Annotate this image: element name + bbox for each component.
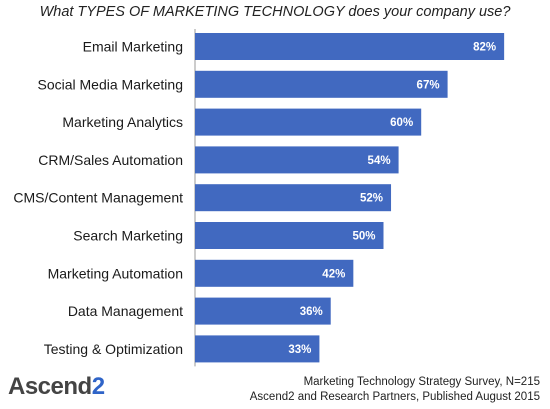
value-label-testing-optimization: 33% xyxy=(288,344,311,356)
bar-crm-sales-automation xyxy=(195,146,399,174)
value-label-data-management: 36% xyxy=(300,306,323,318)
bar-marketing-analytics xyxy=(195,108,422,136)
category-label-cms-content-management: CMS/Content Management xyxy=(13,190,183,206)
bar-testing-optimization xyxy=(195,335,320,363)
category-label-crm-sales-automation: CRM/Sales Automation xyxy=(38,152,183,168)
bar-data-management xyxy=(195,297,331,325)
source-note: Marketing Technology Strategy Survey, N=… xyxy=(250,375,540,405)
bar-chart: Email Marketing 82% Social Media Marketing… xyxy=(13,29,505,367)
ascend2-logo: Ascend2 xyxy=(8,373,105,400)
bar-cms-content-management xyxy=(195,184,392,212)
value-label-marketing-automation: 42% xyxy=(322,268,345,280)
bar-marketing-automation xyxy=(195,259,354,287)
category-label-social-media-marketing: Social Media Marketing xyxy=(37,76,183,92)
category-label-testing-optimization: Testing & Optimization xyxy=(44,341,183,357)
category-label-marketing-automation: Marketing Automation xyxy=(48,265,183,281)
category-label-marketing-analytics: Marketing Analytics xyxy=(62,114,183,130)
value-label-cms-content-management: 52% xyxy=(360,193,383,205)
category-label-email-marketing: Email Marketing xyxy=(83,39,183,55)
category-label-search-marketing: Search Marketing xyxy=(73,228,183,244)
chart-title: What TYPES OF MARKETING TECHNOLOGY does … xyxy=(39,4,511,20)
source-line-1: Marketing Technology Strategy Survey, N=… xyxy=(303,376,540,388)
value-label-crm-sales-automation: 54% xyxy=(368,155,391,167)
category-label-data-management: Data Management xyxy=(68,303,183,319)
bar-email-marketing xyxy=(195,33,505,60)
bar-search-marketing xyxy=(195,222,384,249)
source-line-2: Ascend2 and Research Partners, Published… xyxy=(249,391,540,403)
value-label-marketing-analytics: 60% xyxy=(390,117,413,129)
value-label-email-marketing: 82% xyxy=(473,42,496,54)
bar-social-media-marketing xyxy=(195,70,448,98)
value-label-social-media-marketing: 67% xyxy=(417,79,440,91)
value-label-search-marketing: 50% xyxy=(352,231,375,243)
